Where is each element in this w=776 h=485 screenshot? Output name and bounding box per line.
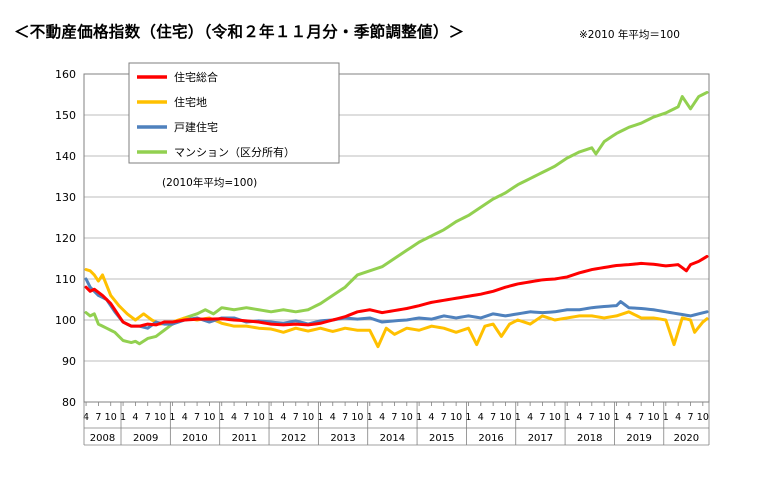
x-tick-label-month: 7 <box>194 412 200 423</box>
x-tick-label-month: 7 <box>638 412 644 423</box>
series-line-1 <box>84 254 709 328</box>
legend-label-2: 住宅地 <box>174 95 207 109</box>
base-year-note: ※2010 年平均＝100 <box>579 29 680 41</box>
x-tick-label-month: 10 <box>253 412 265 423</box>
x-tick-label-month: 7 <box>342 412 348 423</box>
x-tick-label-month: 1 <box>268 412 274 423</box>
x-tick-label-month: 10 <box>105 412 117 423</box>
x-tick-label-month: 1 <box>465 412 471 423</box>
y-tick-label-90: 90 <box>62 355 76 368</box>
x-year-label-2017: 2017 <box>528 433 553 444</box>
x-tick-label-month: 4 <box>576 412 582 423</box>
x-tick-label-month: 7 <box>391 412 397 423</box>
x-tick-label-month: 7 <box>243 412 249 423</box>
chart-base-note: (2010年平均=100) <box>162 176 257 189</box>
y-tick-label-160: 160 <box>55 68 76 81</box>
x-tick-label-month: 1 <box>613 412 619 423</box>
x-year-label-2011: 2011 <box>232 433 257 444</box>
x-tick-label-month: 4 <box>626 412 632 423</box>
x-tick-label-month: 10 <box>549 412 561 423</box>
x-tick-label-month: 10 <box>598 412 610 423</box>
x-tick-label-month: 1 <box>169 412 175 423</box>
x-tick-label-month: 1 <box>120 412 126 423</box>
x-tick-label-month: 10 <box>203 412 215 423</box>
x-tick-label-month: 1 <box>515 412 521 423</box>
y-tick-label-150: 150 <box>55 109 76 122</box>
legend-box <box>128 62 340 164</box>
x-tick-label-month: 1 <box>219 412 225 423</box>
x-year-label-2008: 2008 <box>90 433 115 444</box>
x-tick-label-month: 7 <box>539 412 545 423</box>
y-tick-label-100: 100 <box>55 314 76 327</box>
x-tick-label-month: 10 <box>647 412 659 423</box>
x-tick-label-month: 1 <box>317 412 323 423</box>
x-year-label-2013: 2013 <box>330 433 355 444</box>
plot-frame <box>83 73 710 403</box>
x-year-label-2015: 2015 <box>429 433 454 444</box>
x-tick-label-month: 10 <box>401 412 413 423</box>
y-tick-label-120: 120 <box>55 232 76 245</box>
page-title: ＜不動産価格指数（住宅）（令和２年１１月分・季節調整値）＞ <box>14 23 465 41</box>
x-tick-label-month: 4 <box>231 412 237 423</box>
x-tick-label-month: 4 <box>675 412 681 423</box>
y-tick-label-140: 140 <box>55 150 76 163</box>
x-tick-label-month: 4 <box>527 412 533 423</box>
x-tick-label-month: 4 <box>182 412 188 423</box>
x-tick-label-month: 10 <box>154 412 166 423</box>
x-year-label-2018: 2018 <box>577 433 602 444</box>
x-tick-label-month: 10 <box>302 412 314 423</box>
series-line-4 <box>84 90 709 346</box>
y-tick-label-130: 130 <box>55 191 76 204</box>
x-year-label-2020: 2020 <box>674 433 699 444</box>
x-tick-label-month: 7 <box>293 412 299 423</box>
x-year-label-2012: 2012 <box>281 433 306 444</box>
x-tick-label-month: 7 <box>441 412 447 423</box>
x-tick-label-month: 7 <box>490 412 496 423</box>
x-year-label-2014: 2014 <box>380 433 405 444</box>
x-tick-label-month: 7 <box>589 412 595 423</box>
x-tick-label-month: 7 <box>145 412 151 423</box>
x-tick-label-month: 10 <box>450 412 462 423</box>
x-tick-label-month: 4 <box>330 412 336 423</box>
x-tick-label-month: 4 <box>478 412 484 423</box>
series-layer <box>84 90 709 349</box>
x-year-label-2009: 2009 <box>133 433 158 444</box>
x-tick-label-month: 1 <box>367 412 373 423</box>
x-tick-label-month: 4 <box>132 412 138 423</box>
x-year-label-2016: 2016 <box>478 433 503 444</box>
x-year-label-2010: 2010 <box>182 433 207 444</box>
x-tick-label-month: 4 <box>83 412 89 423</box>
x-tick-label-month: 1 <box>416 412 422 423</box>
x-tick-label-month: 7 <box>95 412 101 423</box>
x-tick-label-month: 10 <box>499 412 511 423</box>
x-tick-label-month: 1 <box>663 412 669 423</box>
y-tick-label-110: 110 <box>55 273 76 286</box>
x-tick-label-month: 4 <box>379 412 385 423</box>
x-tick-label-month: 10 <box>697 412 709 423</box>
x-tick-label-month: 4 <box>280 412 286 423</box>
series-line-2 <box>84 268 709 349</box>
x-tick-label-month: 10 <box>351 412 363 423</box>
x-year-label-2019: 2019 <box>626 433 651 444</box>
legend-label-3: 戸建住宅 <box>174 120 218 134</box>
x-tick-label-month: 1 <box>564 412 570 423</box>
legend-label-4: マンション（区分所有） <box>174 145 295 159</box>
legend-label-1: 住宅総合 <box>174 70 218 84</box>
y-tick-label-80: 80 <box>62 396 76 409</box>
x-tick-label-month: 7 <box>687 412 693 423</box>
x-tick-label-month: 4 <box>428 412 434 423</box>
